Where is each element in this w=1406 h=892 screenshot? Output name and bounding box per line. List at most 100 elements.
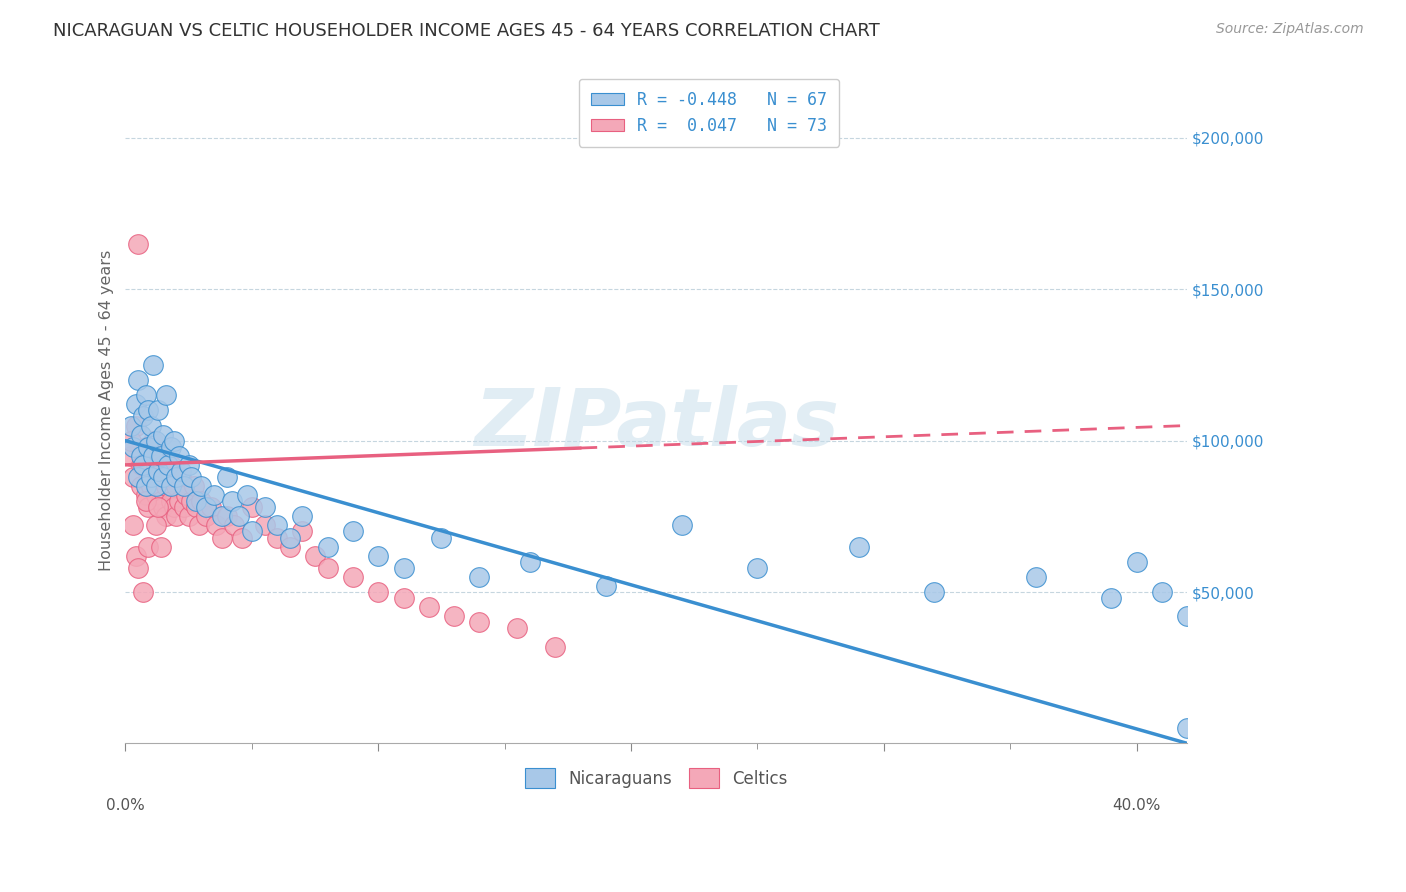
Point	[430, 531, 453, 545]
Point	[195, 509, 218, 524]
Text: Source: ZipAtlas.com: Source: ZipAtlas.com	[1216, 22, 1364, 37]
Point	[135, 440, 157, 454]
Point	[228, 509, 250, 524]
Point	[544, 640, 567, 654]
Point	[132, 458, 155, 472]
Y-axis label: Householder Income Ages 45 - 64 years: Householder Income Ages 45 - 64 years	[100, 250, 114, 571]
Point	[187, 518, 209, 533]
Point	[149, 540, 172, 554]
Point	[136, 403, 159, 417]
Point	[136, 540, 159, 554]
Point	[124, 549, 146, 563]
Point	[139, 470, 162, 484]
Point	[215, 509, 238, 524]
Point	[224, 518, 246, 533]
Point	[149, 470, 172, 484]
Point	[135, 479, 157, 493]
Point	[240, 524, 263, 539]
Point	[367, 585, 389, 599]
Point	[165, 470, 187, 484]
Point	[142, 449, 165, 463]
Point	[506, 621, 529, 635]
Point	[418, 600, 440, 615]
Point	[157, 470, 180, 484]
Point	[468, 615, 491, 630]
Point	[160, 479, 183, 493]
Point	[152, 470, 174, 484]
Text: NICARAGUAN VS CELTIC HOUSEHOLDER INCOME AGES 45 - 64 YEARS CORRELATION CHART: NICARAGUAN VS CELTIC HOUSEHOLDER INCOME …	[53, 22, 880, 40]
Point	[142, 470, 165, 484]
Point	[174, 488, 197, 502]
Point	[139, 479, 162, 493]
Point	[291, 509, 314, 524]
Point	[1175, 721, 1198, 735]
Point	[747, 561, 769, 575]
Point	[122, 518, 145, 533]
Point	[200, 500, 222, 515]
Point	[136, 500, 159, 515]
Point	[152, 427, 174, 442]
Legend: Nicaraguans, Celtics: Nicaraguans, Celtics	[519, 761, 794, 795]
Point	[135, 388, 157, 402]
Point	[149, 449, 172, 463]
Point	[177, 458, 200, 472]
Point	[671, 518, 693, 533]
Point	[186, 500, 208, 515]
Point	[278, 540, 301, 554]
Point	[162, 434, 184, 448]
Point	[148, 500, 170, 515]
Point	[173, 500, 195, 515]
Point	[924, 585, 946, 599]
Point	[145, 518, 167, 533]
Point	[155, 509, 177, 524]
Point	[139, 418, 162, 433]
Point	[160, 440, 183, 454]
Point	[195, 500, 218, 515]
Point	[1099, 591, 1122, 605]
Point	[160, 458, 183, 472]
Point	[120, 449, 142, 463]
Point	[595, 579, 617, 593]
Point	[519, 555, 541, 569]
Text: 40.0%: 40.0%	[1112, 797, 1161, 813]
Point	[152, 458, 174, 472]
Point	[1125, 555, 1147, 569]
Point	[180, 494, 202, 508]
Point	[253, 500, 276, 515]
Point	[183, 479, 205, 493]
Point	[266, 518, 288, 533]
Point	[1025, 570, 1047, 584]
Point	[139, 470, 162, 484]
Point	[253, 518, 276, 533]
Point	[120, 418, 142, 433]
Point	[186, 494, 208, 508]
Point	[160, 494, 183, 508]
Point	[135, 488, 157, 502]
Point	[367, 549, 389, 563]
Point	[132, 585, 155, 599]
Point	[231, 531, 253, 545]
Point	[162, 500, 184, 515]
Point	[145, 434, 167, 448]
Point	[148, 449, 170, 463]
Point	[129, 479, 152, 493]
Point	[291, 524, 314, 539]
Point	[124, 418, 146, 433]
Point	[173, 479, 195, 493]
Point	[170, 464, 193, 478]
Point	[190, 494, 212, 508]
Point	[148, 464, 170, 478]
Point	[190, 479, 212, 493]
Text: ZIPatlas: ZIPatlas	[474, 384, 839, 463]
Point	[236, 488, 259, 502]
Point	[167, 449, 190, 463]
Point	[202, 488, 225, 502]
Point	[127, 470, 149, 484]
Point	[221, 494, 243, 508]
Point	[129, 427, 152, 442]
Point	[129, 449, 152, 463]
Point	[177, 509, 200, 524]
Point	[205, 518, 228, 533]
Point	[316, 561, 339, 575]
Point	[443, 609, 465, 624]
